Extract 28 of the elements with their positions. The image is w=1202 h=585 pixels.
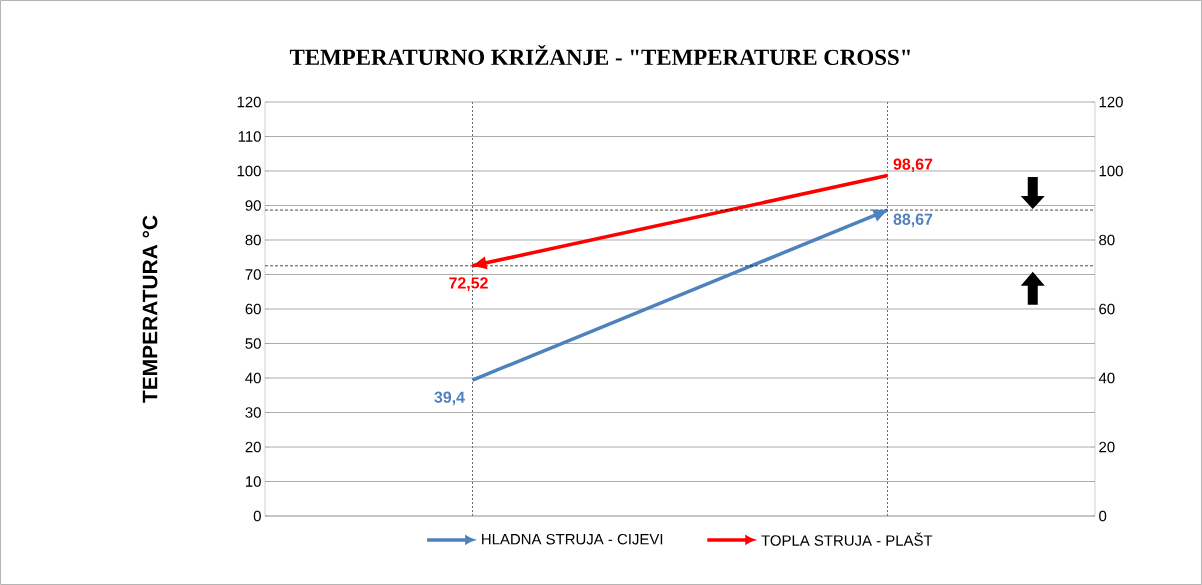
chart-title: TEMPERATURNO KRIŽANJE - "TEMPERATURE CROSS" [289, 44, 910, 66]
y-axis-title: TEMPERATURA °C [142, 215, 158, 403]
data-label: 98,67 [893, 158, 933, 173]
legend-label: HLADNA STRUJA - CIJEVI [482, 533, 663, 545]
y-tick-label: 90 [245, 200, 261, 211]
y2-tick-label: 40 [1098, 372, 1115, 384]
data-label: 72,52 [449, 277, 488, 291]
y-tick-label: 60 [245, 303, 261, 315]
y-tick-label: 10 [246, 476, 261, 487]
y2-tick-label: 80 [1099, 234, 1115, 246]
y2-tick-label: 20 [1099, 441, 1115, 453]
y2-tick-label: 60 [1099, 303, 1115, 315]
data-label: 39,4 [434, 391, 465, 406]
y-tick-label: 110 [238, 131, 261, 142]
data-label: 88,67 [893, 213, 933, 228]
y-tick-label: 120 [237, 96, 261, 108]
y-tick-label: 40 [245, 372, 261, 384]
y-tick-label: 50 [245, 338, 261, 349]
y2-tick-label: 100 [1099, 165, 1123, 177]
y-tick-label: 0 [253, 510, 261, 522]
y-tick-label: 80 [245, 234, 261, 246]
legend-label: TOPLA STRUJA - PLAŠT [761, 532, 933, 546]
y-tick-label: 20 [245, 441, 261, 453]
y2-tick-label: 0 [1099, 510, 1107, 522]
y2-tick-label: 120 [1099, 96, 1123, 108]
y-tick-label: 30 [245, 407, 261, 418]
y-tick-label: 100 [237, 165, 261, 177]
y-tick-label: 70 [245, 269, 261, 280]
